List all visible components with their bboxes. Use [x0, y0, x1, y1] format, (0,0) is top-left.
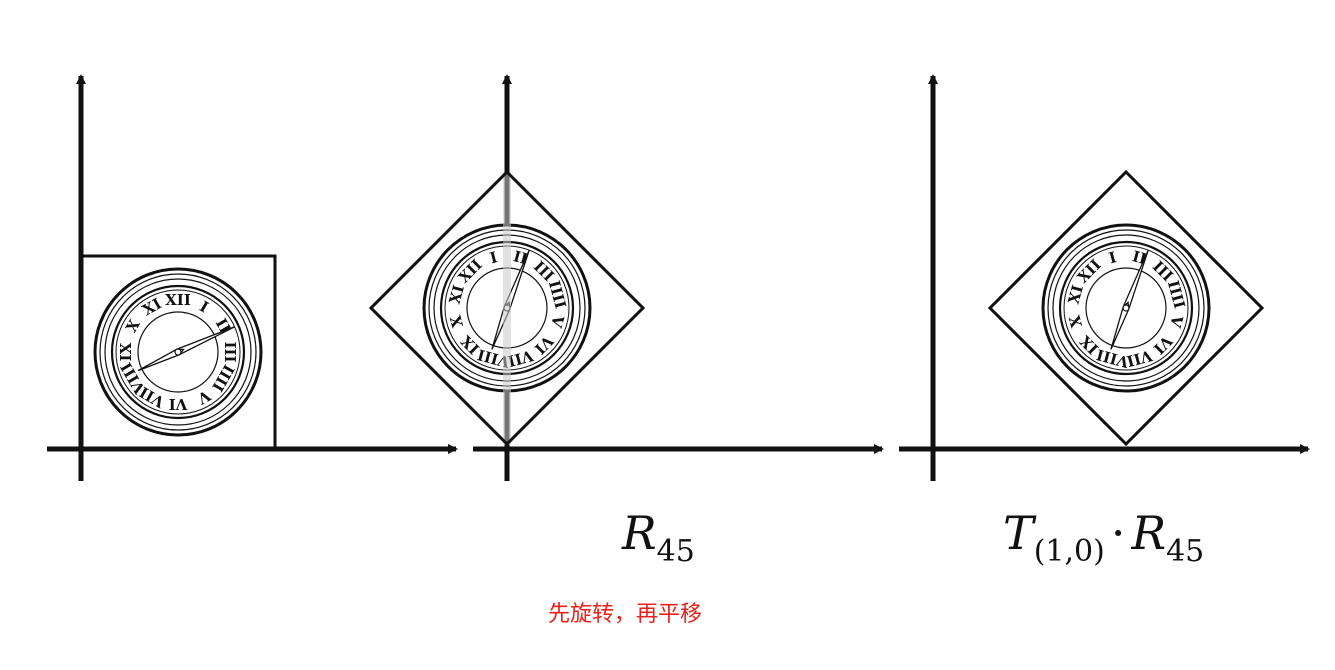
guide-band [503, 172, 511, 445]
clock-translated [1007, 189, 1245, 427]
diamond-frame [368, 169, 646, 447]
caption: 先旋转，再平移 [548, 602, 703, 627]
rotation-label: R45 [622, 506, 695, 569]
square-frame [79, 254, 277, 451]
clock-original [93, 267, 263, 437]
panel-rotated-translated [899, 74, 1310, 481]
panel-rotated [368, 74, 884, 481]
diamond-frame [987, 169, 1265, 447]
composite-transform-label: T(1,0) · R45 [1003, 506, 1205, 569]
panel-original [47, 74, 458, 481]
